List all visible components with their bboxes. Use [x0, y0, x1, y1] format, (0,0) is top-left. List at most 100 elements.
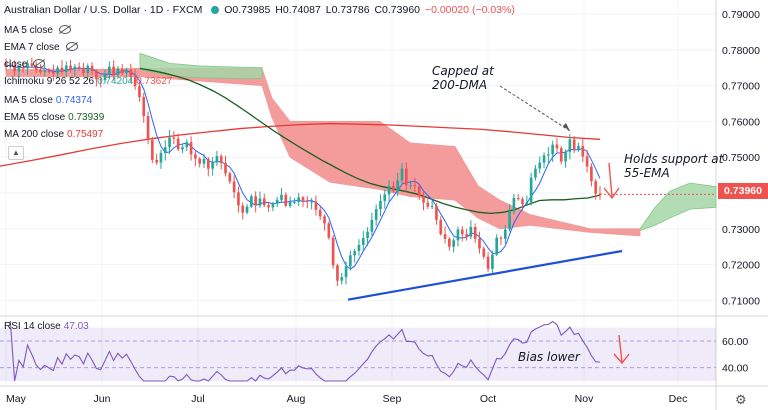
candle-body [572, 139, 576, 150]
price-tick-label: 0.75000 [722, 152, 760, 164]
candle [349, 250, 352, 271]
candle [448, 237, 451, 251]
candle-body [499, 237, 503, 239]
time-axis[interactable]: May Jun Jul Aug Sep Oct Nov Dec [6, 393, 687, 405]
candle [482, 246, 486, 260]
candle [547, 147, 550, 163]
candle [495, 234, 499, 257]
candle [103, 69, 107, 84]
candle [413, 178, 417, 193]
candle [581, 138, 585, 162]
candle [473, 223, 477, 243]
candle [241, 202, 245, 220]
hidden-eye-icon[interactable] [65, 42, 78, 51]
candle-body [413, 185, 417, 187]
candle-body [262, 198, 266, 206]
capped-leader-arrowhead [563, 123, 570, 131]
legend-ma200[interactable]: MA 200 close 0.75497 [4, 129, 104, 140]
candle-body [482, 248, 486, 257]
candle-body [387, 185, 391, 195]
candle [120, 64, 124, 76]
candle [271, 201, 275, 212]
collapse-legend-button[interactable]: ▲ [8, 146, 24, 160]
candle [594, 178, 598, 200]
legend-rsi-hidden[interactable]: close [4, 59, 46, 71]
candle [551, 140, 554, 162]
candle [516, 194, 520, 201]
candle [327, 221, 331, 240]
candle-body [491, 254, 494, 269]
candle [146, 111, 150, 145]
candle-body [551, 144, 554, 155]
candle [564, 149, 567, 168]
candle-body [155, 160, 158, 163]
candle-body [77, 66, 81, 68]
candle-body [189, 142, 193, 155]
hidden-eye-icon[interactable] [33, 59, 46, 68]
time-tick-label: May [6, 393, 27, 405]
candle [198, 157, 202, 168]
gear-icon[interactable]: ⚙ [735, 392, 747, 407]
legend-ma5-hidden[interactable]: MA 5 close [4, 25, 71, 37]
price-tick-label: 0.76000 [722, 116, 760, 128]
legend-rsi[interactable]: RSI 14 close 47.03 [4, 321, 89, 332]
legend-ma5[interactable]: MA 5 close 0.74374 [4, 95, 93, 106]
candle-body [56, 67, 59, 74]
legend-ema55[interactable]: EMA 55 close 0.73939 [4, 112, 105, 123]
legend-ichimoku[interactable]: Ichimoku 9 26 52 26 0.74204 0.73627 [4, 76, 173, 87]
candle [577, 142, 580, 152]
candle [8, 62, 12, 69]
candle [250, 194, 253, 209]
annotation-holds: Holds support at 55-EMA [624, 152, 724, 180]
candle [460, 226, 464, 242]
candle-body [30, 63, 34, 66]
market-status-icon [211, 6, 220, 14]
cloud-bull [139, 52, 263, 79]
candle [383, 189, 387, 209]
candle [409, 180, 412, 190]
annotation-bias: Bias lower [518, 350, 580, 364]
candle-body [8, 64, 12, 66]
candle-body [370, 219, 374, 232]
candle [508, 204, 511, 232]
candle-body [456, 229, 460, 241]
price-tick-label: 0.79000 [722, 9, 760, 21]
candle [585, 149, 589, 173]
candle [590, 163, 593, 187]
candle [56, 65, 59, 78]
price-axis[interactable]: 60.00 40.00 0.79000 0.78000 0.77000 0.76000 0.… [722, 9, 760, 375]
candle-body [430, 205, 434, 207]
candle-body [327, 223, 331, 238]
time-tick-label: Oct [480, 393, 496, 405]
candle-body [422, 196, 425, 203]
candle-body [529, 177, 533, 203]
candle [215, 150, 219, 166]
candle-body [460, 229, 464, 235]
candle [293, 197, 296, 205]
candle [314, 195, 318, 216]
candle-body [336, 265, 339, 281]
candle-body [512, 198, 516, 212]
candle [245, 204, 249, 215]
hidden-eye-icon[interactable] [58, 25, 71, 34]
time-tick-label: Nov [575, 393, 594, 405]
candle [258, 191, 262, 208]
candle-body [129, 69, 133, 77]
annotation-capped: Capped at 200-DMA [432, 64, 494, 92]
candle-body [168, 137, 171, 148]
candle-body [47, 70, 51, 72]
candle [542, 152, 546, 169]
candle [172, 131, 176, 145]
candle-body [17, 66, 21, 72]
candle [478, 231, 481, 254]
legend-ema7-hidden[interactable]: EMA 7 close [4, 42, 78, 54]
time-tick-label: Sep [383, 393, 402, 405]
capped-leader-line [499, 85, 571, 132]
candle [90, 62, 94, 75]
rsi-polyline [9, 320, 601, 382]
rsi-background [0, 317, 716, 385]
candle-body [404, 168, 408, 186]
candle [323, 214, 326, 231]
candle-body [559, 148, 563, 162]
candle [379, 194, 382, 217]
